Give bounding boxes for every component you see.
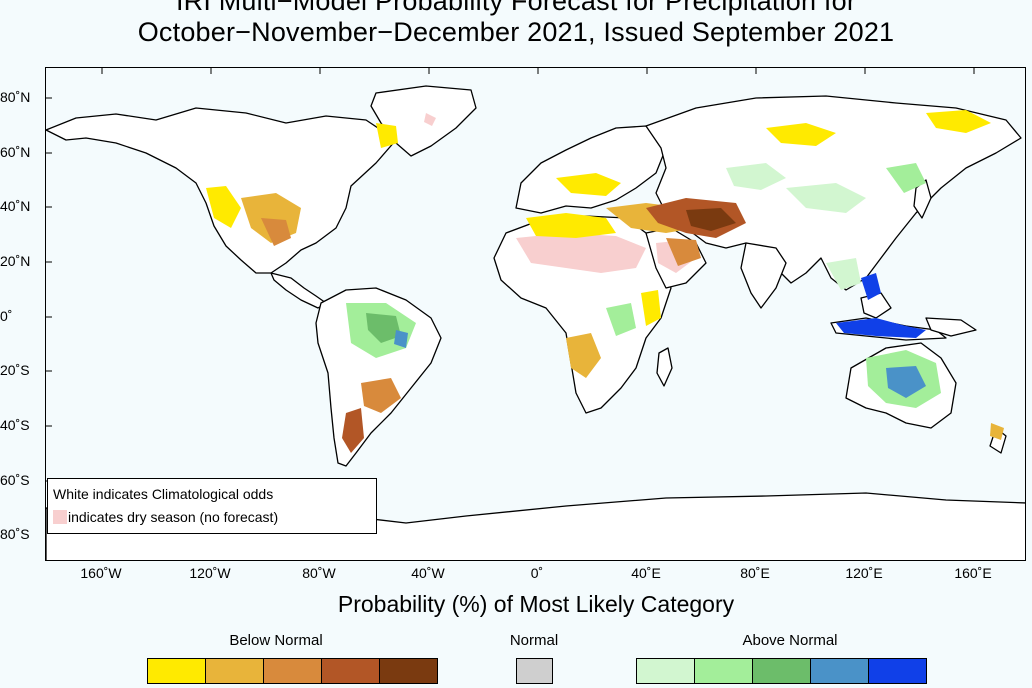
lon-tick-160w: 160˚W [80, 565, 122, 581]
probability-title: Probability (%) of Most Likely Category [337, 591, 735, 617]
lat-tick-40s: 40˚S [0, 417, 30, 433]
madagascar [656, 347, 673, 387]
map-note-legend: White indicates Climatological odds indi… [47, 478, 377, 534]
lat-tick-60s: 60˚S [0, 472, 30, 488]
above-normal-label: Above Normal [742, 632, 838, 649]
india [740, 242, 787, 309]
lon-tick-80e: 80˚E [740, 565, 770, 581]
new-guinea [925, 317, 977, 337]
lon-tick-160e: 160˚E [954, 565, 992, 581]
title-line-2: October−November−December 2021, Issued S… [137, 17, 895, 47]
title-line-1: IRI Multi−Model Probability Forecast for… [175, 0, 857, 16]
lat-tick-20n: 20˚N [0, 253, 31, 269]
above-normal-areas [346, 163, 941, 408]
lon-tick-40e: 40˚E [631, 565, 661, 581]
colorbar-cell [379, 658, 438, 684]
lon-tick-80w: 80˚W [302, 565, 336, 581]
lat-tick-40n: 40˚N [0, 198, 31, 214]
dry-season-note: indicates dry season (no forecast) [68, 509, 279, 525]
colorbar-cell [263, 658, 322, 684]
lon-tick-40w: 40˚W [411, 565, 445, 581]
lat-tick-0: 0˚ [0, 308, 13, 324]
dry-season-swatch [53, 510, 67, 524]
lat-tick-80n: 80˚N [0, 89, 31, 105]
colorbar-cell [636, 658, 695, 684]
colorbar-cell [147, 658, 206, 684]
colorbar-cell [752, 658, 811, 684]
lon-tick-0: 0˚ [530, 565, 544, 581]
climatological-note: White indicates Climatological odds [53, 486, 274, 502]
lat-tick-60n: 60˚N [0, 144, 31, 160]
above-normal-colorbar [636, 658, 927, 684]
map-title: IRI Multi−Model Probability Forecast for… [0, 0, 1032, 48]
colorbar-cell [868, 658, 927, 684]
lon-tick-120e: 120˚E [845, 565, 883, 581]
colorbar-cell [810, 658, 869, 684]
normal-label: Normal [509, 632, 559, 649]
colorbar-cell [321, 658, 380, 684]
below-normal-colorbar [147, 658, 438, 684]
colorbar-cell [205, 658, 264, 684]
lat-tick-80s: 80˚S [0, 526, 30, 542]
below-normal-areas [206, 110, 1004, 453]
lat-tick-20s: 20˚S [0, 362, 30, 378]
normal-colorbar [516, 658, 553, 684]
colorbar-cell [516, 658, 553, 684]
below-normal-label: Below Normal [229, 632, 323, 649]
colorbar-cell [694, 658, 753, 684]
lon-tick-120w: 120˚W [189, 565, 231, 581]
